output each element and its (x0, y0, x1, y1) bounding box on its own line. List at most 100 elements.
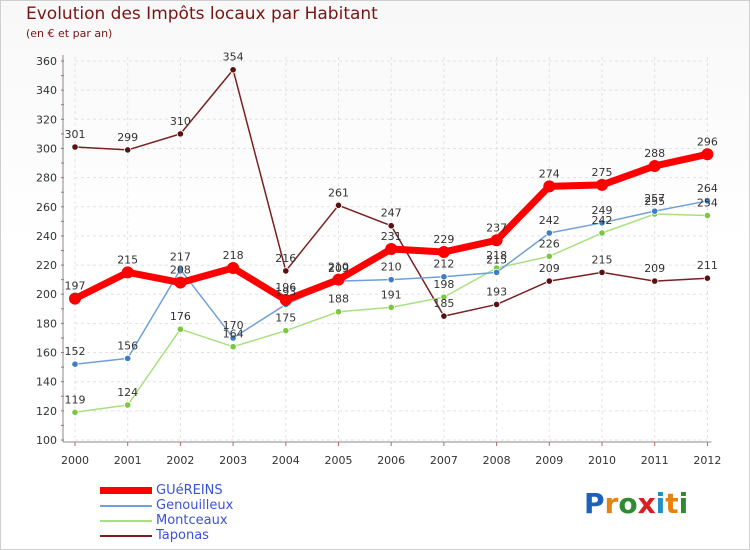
logo-letter: o (618, 487, 638, 520)
data-label-taponas-2006: 247 (381, 207, 402, 220)
data-label-genouilleux-2010: 249 (592, 204, 613, 217)
data-point-gureins-2009 (543, 180, 556, 193)
data-label-genouilleux-2000: 152 (65, 345, 86, 358)
y-tick-label-340: 340 (36, 84, 57, 97)
y-tick-label-200: 200 (36, 288, 57, 301)
data-label-gureins-2006: 231 (381, 230, 402, 243)
legend-label-guereins: GUéREINS (156, 483, 223, 498)
data-label-gureins-2008: 237 (486, 221, 507, 234)
data-label-montceaux-2001: 124 (117, 386, 138, 399)
data-label-genouilleux-2009: 242 (539, 214, 560, 227)
data-point-taponas-2011 (651, 277, 659, 285)
data-point-taponas-2002 (176, 130, 184, 138)
data-label-gureins-2001: 215 (117, 253, 138, 266)
data-label-genouilleux-2007: 212 (433, 258, 454, 271)
legend-label-taponas: Taponas (156, 528, 209, 543)
data-point-gureins-2006 (385, 243, 398, 256)
data-point-taponas-2004 (282, 267, 290, 275)
data-label-montceaux-2004: 175 (275, 312, 296, 325)
data-label-gureins-2009: 274 (539, 167, 560, 180)
chart-subtitle: (en € et par an) (26, 27, 113, 40)
logo-letter: x (637, 487, 656, 520)
data-label-taponas-2003: 354 (223, 51, 244, 64)
y-tick-label-240: 240 (36, 230, 57, 243)
x-tick-label-2010: 2010 (588, 454, 616, 467)
data-label-gureins-2004: 196 (275, 281, 296, 294)
x-tick-label-2006: 2006 (377, 454, 405, 467)
y-tick-label-120: 120 (36, 405, 57, 418)
data-point-gureins-2011 (648, 159, 661, 172)
data-label-taponas-2004: 216 (275, 252, 296, 265)
x-tick-label-2003: 2003 (219, 454, 247, 467)
data-point-genouilleux-2012 (703, 197, 712, 205)
data-label-gureins-2005: 210 (328, 261, 349, 274)
data-point-montceaux-2009 (545, 252, 553, 260)
data-label-gureins-2002: 208 (170, 264, 191, 277)
data-point-montceaux-2007 (440, 293, 448, 301)
legend-label-genouilleux: Genouilleux (156, 498, 234, 513)
data-label-montceaux-2003: 164 (223, 328, 244, 341)
data-label-taponas-2001: 299 (117, 131, 138, 144)
chart-title: Evolution des Impôts locaux par Habitant (26, 4, 378, 24)
data-label-montceaux-2008: 218 (486, 249, 507, 262)
data-label-taponas-2009: 209 (539, 262, 560, 275)
legend-swatch-montceaux (100, 520, 152, 522)
proxiti-logo: Proxiti (584, 487, 688, 520)
x-tick-label-2002: 2002 (166, 454, 194, 467)
y-tick-label-160: 160 (36, 347, 57, 360)
data-label-montceaux-2006: 191 (381, 288, 402, 301)
data-label-montceaux-2012: 254 (697, 197, 718, 210)
x-tick-label-2007: 2007 (430, 454, 458, 467)
data-point-taponas-2007 (440, 312, 448, 320)
logo-letter: r (604, 487, 619, 520)
data-point-taponas-2000 (71, 143, 79, 151)
data-point-taponas-2005 (334, 201, 343, 209)
data-point-montceaux-2012 (703, 211, 712, 220)
data-label-montceaux-2000: 119 (65, 393, 86, 406)
data-label-montceaux-2009: 226 (539, 237, 560, 250)
data-label-taponas-2010: 215 (592, 253, 613, 266)
data-point-taponas-2008 (492, 300, 501, 309)
data-label-genouilleux-2012: 264 (697, 182, 718, 195)
data-label-montceaux-2002: 176 (170, 310, 191, 323)
data-label-genouilleux-2001: 156 (117, 339, 138, 352)
data-point-gureins-2008 (490, 234, 503, 247)
logo-letter: t (665, 487, 679, 520)
data-point-genouilleux-2003 (229, 334, 237, 342)
data-point-gureins-2001 (121, 266, 134, 279)
data-point-taponas-2001 (124, 146, 132, 154)
axes: 100 120 140 160 180 200 220 240 260 280 300 320 340 3… (36, 55, 721, 467)
data-point-genouilleux-2000 (71, 360, 79, 368)
data-point-genouilleux-2002 (176, 265, 184, 274)
legend-swatch-taponas (100, 535, 152, 537)
data-point-genouilleux-2009 (545, 229, 553, 237)
legend-swatch-genouilleux (100, 505, 152, 507)
x-tick-label-2009: 2009 (535, 454, 563, 467)
data-point-montceaux-2005 (334, 308, 343, 316)
data-point-montceaux-2001 (124, 401, 132, 409)
data-point-gureins-2007 (437, 245, 450, 258)
x-tick-label-2004: 2004 (272, 454, 300, 467)
data-point-taponas-2009 (545, 277, 553, 285)
data-point-gureins-2002 (174, 276, 187, 289)
data-point-montceaux-2002 (176, 325, 184, 333)
x-tick-label-2011: 2011 (641, 454, 669, 467)
y-tick-label-140: 140 (36, 376, 57, 389)
y-tick-label-180: 180 (36, 317, 57, 330)
data-label-montceaux-2007: 198 (433, 278, 454, 291)
data-label-montceaux-2010: 242 (592, 214, 613, 227)
data-label-gureins-2003: 218 (223, 249, 244, 262)
data-point-genouilleux-2010 (598, 219, 606, 227)
data-labels: 301 299 310 354 216 261 247 185 193 209 215 209 211 1… (65, 51, 718, 407)
data-label-taponas-2012: 211 (697, 259, 718, 272)
grid-lines (74, 57, 708, 441)
data-label-montceaux-2005: 188 (328, 293, 349, 306)
data-point-genouilleux-2006 (387, 276, 395, 284)
data-point-gureins-2004 (279, 294, 292, 307)
data-point-montceaux-2000 (71, 408, 79, 416)
data-point-gureins-2010 (596, 178, 608, 191)
data-label-taponas-2005: 261 (328, 186, 349, 199)
data-label-gureins-2007: 229 (433, 233, 454, 246)
data-label-genouilleux-2008: 215 (486, 253, 507, 266)
